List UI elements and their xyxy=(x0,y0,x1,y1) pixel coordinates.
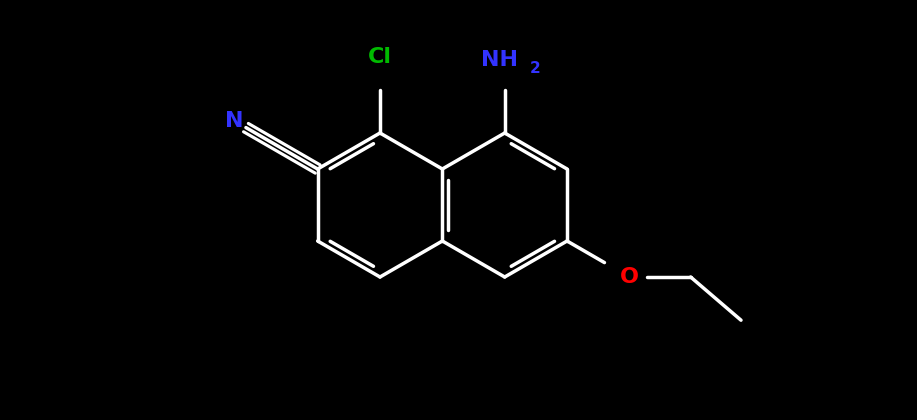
Text: 2: 2 xyxy=(529,61,540,76)
Text: NH: NH xyxy=(481,50,518,70)
Text: O: O xyxy=(620,267,639,287)
Text: N: N xyxy=(226,111,244,131)
Text: Cl: Cl xyxy=(368,47,392,67)
